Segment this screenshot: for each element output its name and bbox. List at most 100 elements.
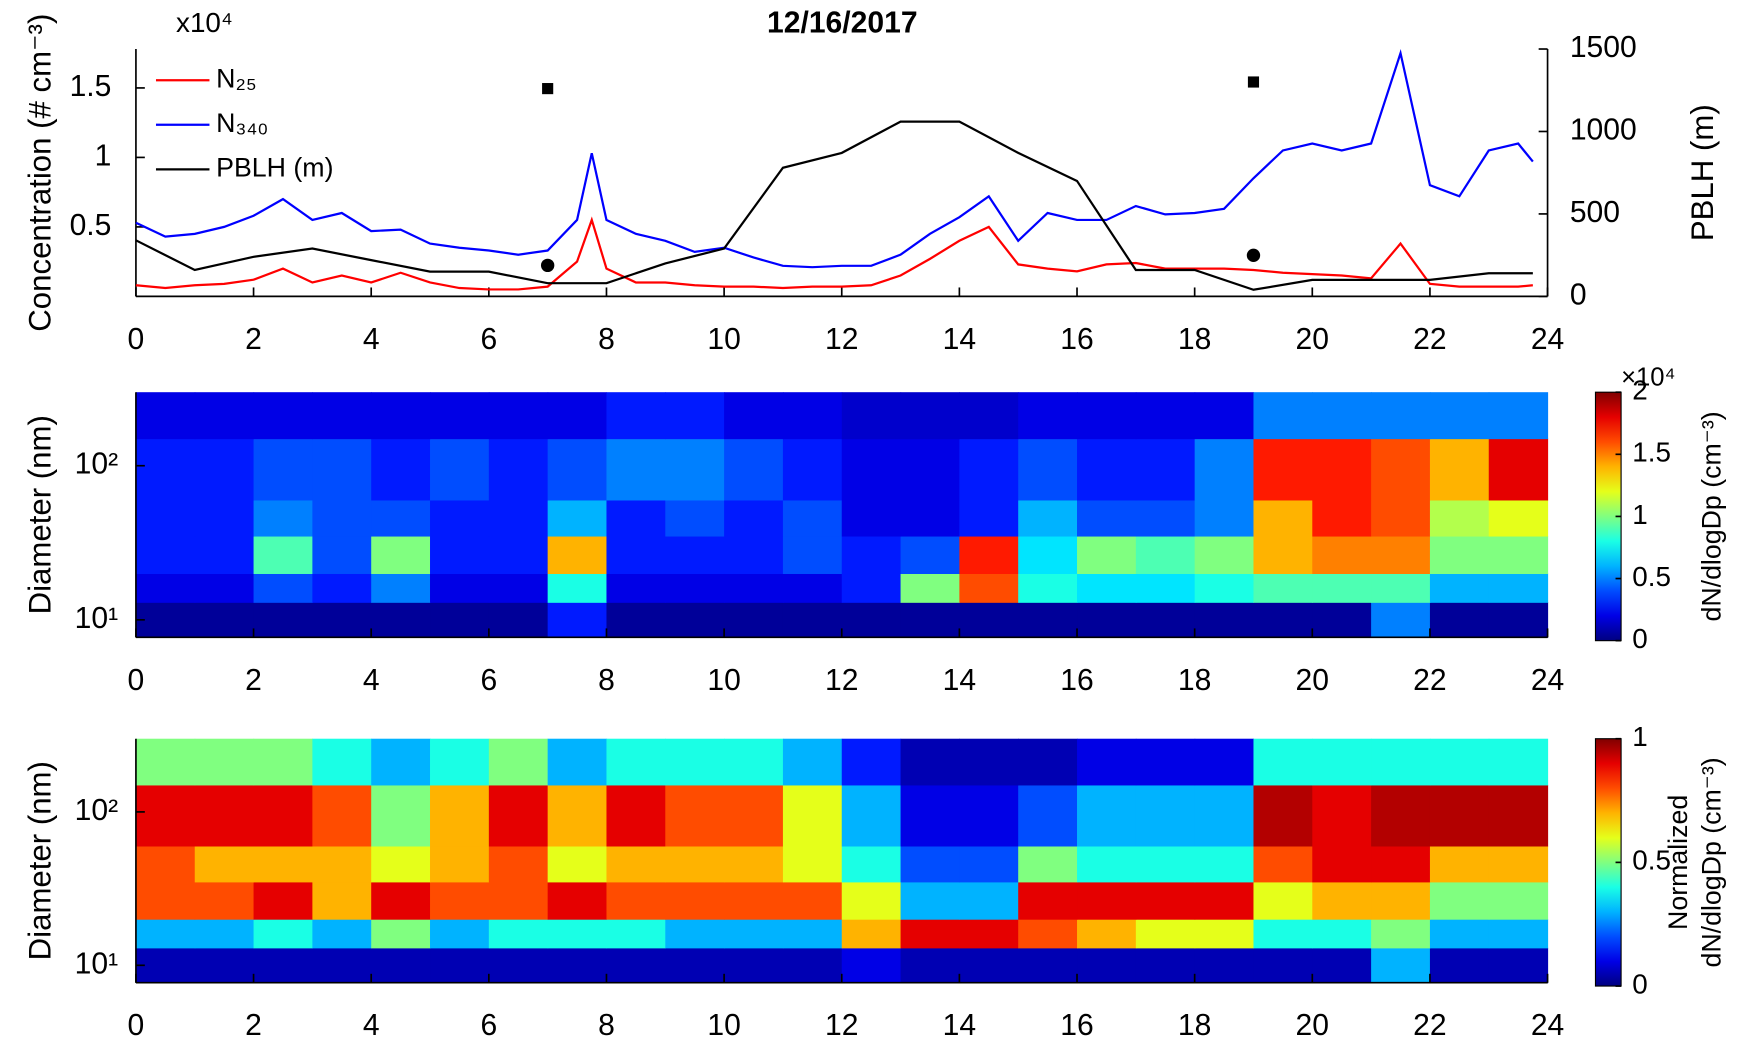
heatmap-cell — [1194, 499, 1255, 537]
x-tick-label: 2 — [245, 664, 262, 697]
heatmap-cell — [312, 784, 372, 847]
heatmap-cell — [135, 881, 196, 920]
heatmap-cell — [371, 738, 431, 786]
heatmap-cell — [1488, 947, 1549, 984]
heatmap-cell — [1429, 784, 1490, 847]
heatmap-cell — [1429, 881, 1490, 920]
x-tick-label: 22 — [1413, 664, 1446, 697]
heatmap-cell — [371, 919, 431, 949]
heatmap-cell — [606, 784, 666, 847]
y2-tick-label: 0 — [1570, 278, 1587, 311]
heatmap-cell — [135, 438, 196, 501]
heatmap-cell — [724, 881, 784, 920]
heatmap-cell — [1312, 602, 1372, 638]
heatmap-cell — [194, 738, 255, 786]
heatmap-cell — [253, 602, 313, 638]
heatmap-cell — [312, 602, 372, 638]
heatmap-cell — [488, 881, 549, 920]
heatmap-cell — [253, 438, 313, 501]
x-tick-label: 12 — [825, 664, 858, 697]
heatmap-cell — [1312, 947, 1372, 984]
heatmap-cell — [782, 784, 843, 847]
heatmap-cell — [1371, 535, 1431, 574]
heatmap-cell — [430, 573, 490, 603]
heatmap-cell — [488, 602, 549, 638]
heatmap-cell — [1253, 947, 1313, 984]
colorbar-tick-label: 0.5 — [1632, 845, 1671, 876]
heatmap-cell — [1194, 602, 1255, 638]
heatmap-cell — [665, 392, 725, 440]
x-tick-label: 8 — [598, 323, 615, 356]
heatmap-cell — [724, 573, 784, 603]
heatmap-cell — [1135, 499, 1196, 537]
x-tick-label: 0 — [128, 323, 145, 356]
heatmap-cell — [841, 602, 902, 638]
heatmap-cell — [1488, 919, 1549, 949]
x-tick-label: 22 — [1413, 1009, 1446, 1042]
heatmap-cell — [782, 392, 843, 440]
heatmap-cell — [724, 919, 784, 949]
heatmap-cell — [665, 535, 725, 574]
heatmap-cell — [1488, 573, 1549, 603]
data-line — [135, 48, 1534, 269]
heatmap-cell — [1429, 573, 1490, 603]
heatmap-cell — [1488, 392, 1549, 440]
heatmap-cell — [1429, 392, 1490, 440]
heatmap-cell — [782, 499, 843, 537]
heatmap-cell — [1488, 499, 1549, 537]
heatmap-cell — [959, 881, 1019, 920]
legend-label: N₃₄₀ — [216, 108, 268, 138]
heatmap-cell — [1312, 784, 1372, 847]
heatmap-cell — [1371, 392, 1431, 440]
heatmap-cell — [135, 573, 196, 603]
heatmap-cell — [1018, 392, 1078, 440]
heatmap-cell — [1488, 535, 1549, 574]
heatmap-cell — [782, 919, 843, 949]
heatmap-cell — [900, 438, 960, 501]
heatmap-cell — [1371, 499, 1431, 537]
x-tick-label: 14 — [943, 664, 976, 697]
heatmap-cell — [1135, 535, 1196, 574]
heatmap-cell — [1018, 438, 1078, 501]
heatmap-cell — [1429, 438, 1490, 501]
heatmap-cell — [430, 499, 490, 537]
heatmap-cell — [959, 392, 1019, 440]
heatmap-cell — [312, 438, 372, 501]
heatmap-cell — [1194, 392, 1255, 440]
heatmap-cell — [1018, 602, 1078, 638]
heatmap-cell — [1253, 573, 1313, 603]
y-tick-label: 1.5 — [70, 70, 112, 103]
heatmap-cell — [606, 947, 666, 984]
x-tick-label: 6 — [480, 664, 497, 697]
x-tick-label: 24 — [1531, 664, 1564, 697]
heatmap-cell — [1018, 845, 1078, 883]
x-tick-label: 6 — [480, 323, 497, 356]
heatmap-cell — [1018, 535, 1078, 574]
x-tick-label: 12 — [825, 1009, 858, 1042]
heatmap-cell — [1253, 499, 1313, 537]
heatmap-cell — [782, 573, 843, 603]
x-tick-label: 0 — [128, 1009, 145, 1042]
heatmap-cell — [547, 573, 608, 603]
heatmap-cell — [900, 392, 960, 440]
heatmap-cell — [430, 535, 490, 574]
heatmap-cell — [1135, 784, 1196, 847]
heatmap-cell — [253, 947, 313, 984]
marker — [542, 83, 554, 95]
heatmap-cell — [488, 535, 549, 574]
colorbar-label: dN/dlogDp (cm⁻³) — [1697, 757, 1727, 967]
heatmap-cell — [959, 947, 1019, 984]
heatmap-cell — [841, 573, 902, 603]
x-tick-label: 2 — [245, 1009, 262, 1042]
x-tick-label: 24 — [1531, 323, 1564, 356]
x-tick-label: 16 — [1060, 664, 1093, 697]
heatmap-cell — [488, 499, 549, 537]
colorbar-tick-label: 0.5 — [1632, 561, 1671, 592]
x-tick-label: 8 — [598, 1009, 615, 1042]
heatmap-cell — [1488, 845, 1549, 883]
x-tick-label: 10 — [707, 664, 740, 697]
x-tick-label: 4 — [363, 323, 380, 356]
heatmap-cell — [841, 499, 902, 537]
heatmap-cell — [841, 392, 902, 440]
legend-label: PBLH (m) — [216, 152, 333, 182]
